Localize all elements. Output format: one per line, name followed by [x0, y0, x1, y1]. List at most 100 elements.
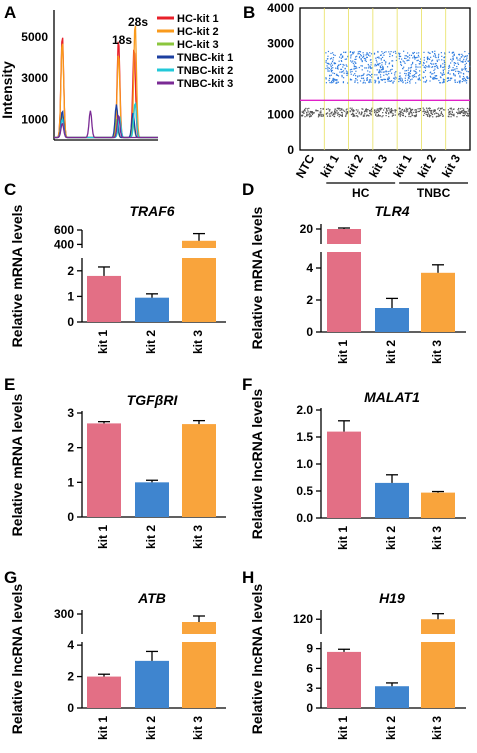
B-droplet — [350, 60, 352, 62]
B-droplet — [360, 112, 362, 114]
B-droplet — [388, 107, 390, 109]
B-droplet — [391, 112, 393, 114]
B-droplet — [407, 56, 409, 58]
B-droplet — [358, 53, 360, 55]
B-droplet — [366, 114, 368, 116]
H-ytick-lo-1: 3 — [306, 681, 313, 695]
B-droplet — [366, 109, 368, 111]
B-droplet — [428, 113, 430, 116]
B-droplet — [424, 76, 427, 78]
B-droplet — [395, 52, 397, 54]
B-droplet — [463, 77, 466, 79]
B-droplet — [442, 115, 444, 117]
B-droplet — [370, 81, 372, 83]
B-droplet — [371, 107, 373, 109]
B-droplet — [366, 53, 368, 55]
B-droplet — [418, 110, 420, 113]
B-droplet — [408, 74, 410, 77]
B-droplet — [446, 77, 449, 79]
B-droplet — [320, 110, 322, 112]
B-droplet — [341, 76, 343, 78]
B-droplet — [455, 62, 457, 65]
B-droplet — [427, 110, 429, 113]
B-droplet — [378, 57, 380, 59]
B-droplet — [338, 107, 341, 109]
B-droplet — [357, 51, 359, 53]
B-droplet — [409, 79, 412, 81]
B-droplet — [377, 76, 379, 78]
B-droplet — [394, 74, 396, 76]
B-droplet — [362, 77, 365, 79]
B-droplet — [390, 50, 392, 53]
B-droplet — [385, 114, 387, 117]
B-droplet — [360, 77, 363, 79]
F-panel-label: F — [242, 375, 252, 394]
F-bar-3 — [421, 492, 455, 518]
B-droplet — [353, 51, 355, 53]
B-droplet — [367, 63, 369, 66]
B-droplet — [455, 70, 457, 72]
B-droplet — [449, 113, 452, 115]
B-droplet — [442, 109, 445, 111]
B-droplet — [391, 60, 393, 62]
B-droplet — [442, 82, 444, 84]
B-droplet — [404, 62, 406, 64]
B-droplet — [391, 109, 393, 111]
B-droplet — [408, 72, 410, 74]
B-droplet — [359, 50, 361, 53]
B-droplet — [404, 110, 406, 112]
B-ytick-2: 2000 — [267, 72, 294, 86]
B-droplet — [406, 108, 408, 110]
B-droplet — [369, 66, 371, 68]
B-droplet — [424, 110, 426, 113]
B-droplet — [398, 58, 400, 60]
B-droplet — [399, 110, 401, 113]
G-bar-3-lower — [182, 642, 216, 708]
B-droplet — [392, 60, 394, 62]
B-droplet — [371, 76, 373, 78]
B-droplet — [391, 68, 393, 70]
B-droplet — [447, 72, 449, 74]
B-droplet — [355, 58, 357, 60]
B-droplet — [381, 51, 383, 53]
B-droplet — [354, 67, 356, 70]
B-droplet — [368, 115, 370, 117]
A-ylabel: Intensity — [0, 61, 15, 119]
B-droplet — [303, 112, 305, 114]
H-ytick-lo-2: 6 — [306, 661, 313, 675]
B-droplet — [347, 56, 349, 58]
B-droplet — [384, 78, 386, 81]
A-legend-label-2: HC-kit 2 — [177, 26, 219, 38]
B-droplet — [434, 53, 436, 55]
B-droplet — [354, 115, 356, 117]
B-droplet — [388, 113, 390, 115]
B-droplet — [335, 67, 337, 69]
B-droplet — [386, 110, 388, 112]
B-droplet — [462, 114, 464, 117]
E-ytick-1: 1 — [67, 475, 74, 489]
B-group-label-1: HC — [352, 186, 370, 200]
B-droplet — [440, 52, 442, 54]
B-droplet — [332, 79, 334, 81]
B-droplet — [399, 56, 401, 58]
B-droplet — [306, 113, 308, 116]
B-droplet — [434, 110, 436, 112]
B-droplet — [408, 107, 411, 109]
B-droplet — [437, 67, 439, 69]
B-droplet — [330, 71, 333, 73]
B-droplet — [452, 66, 454, 69]
B-droplet — [341, 114, 343, 116]
B-droplet — [465, 62, 467, 64]
B-droplet — [428, 116, 431, 118]
B-droplet — [402, 114, 404, 117]
B-droplet — [360, 59, 362, 61]
B-droplet — [379, 107, 381, 109]
B-droplet — [361, 65, 363, 67]
B-droplet — [354, 73, 356, 75]
B-droplet — [315, 109, 317, 111]
B-droplet — [446, 80, 449, 82]
B-droplet — [415, 108, 417, 111]
A-ytick-2: 5000 — [21, 30, 48, 44]
B-droplet — [338, 60, 340, 62]
